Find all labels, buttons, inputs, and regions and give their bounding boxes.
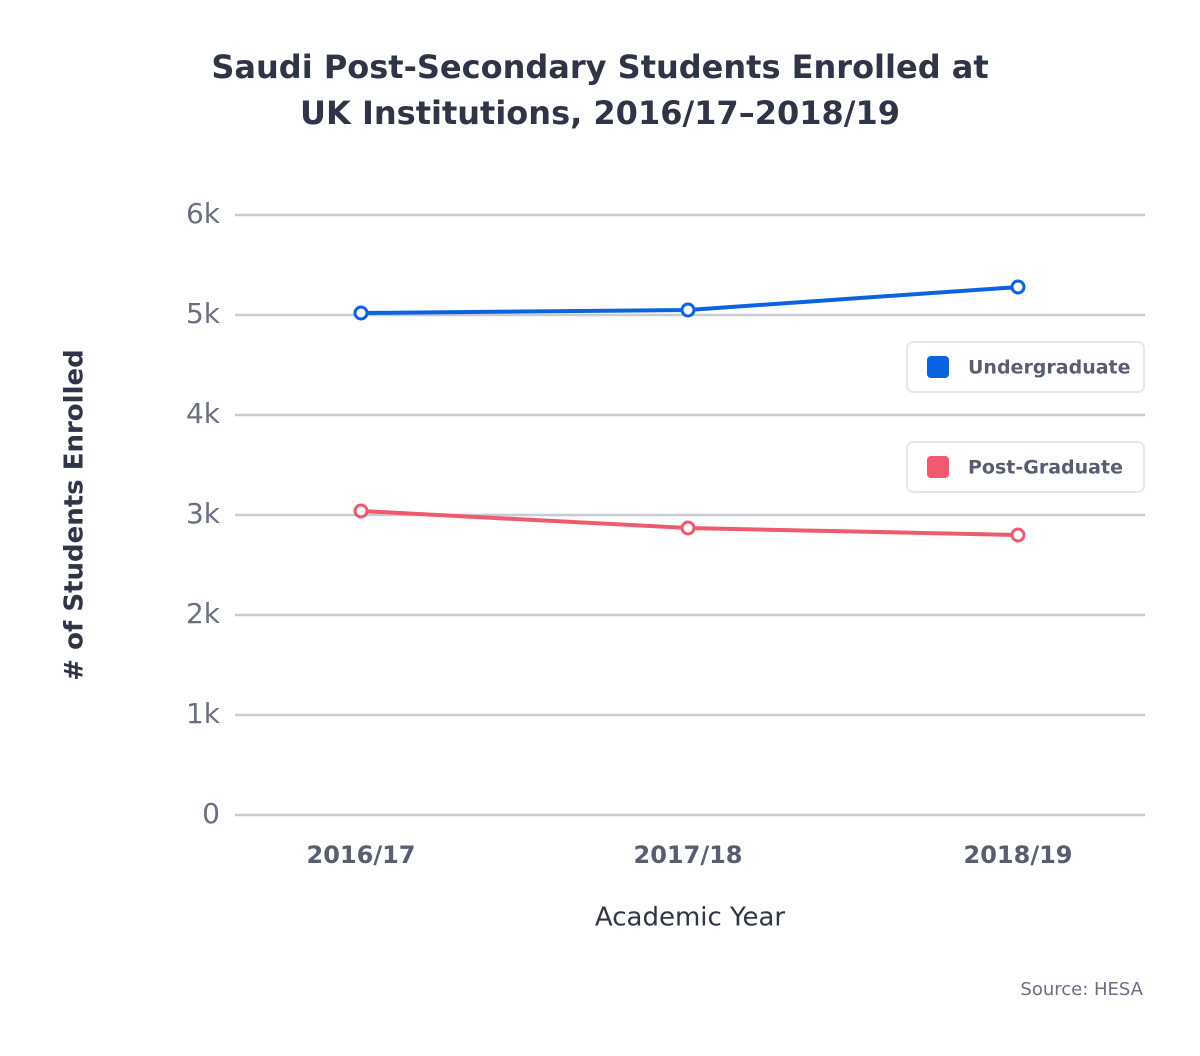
x-tick-label: 2016/17 (307, 841, 416, 869)
legend-swatch (927, 356, 949, 378)
legend-label: Undergraduate (968, 357, 1131, 379)
y-tick-label: 3k (186, 497, 221, 530)
y-tick-label: 1k (186, 697, 221, 730)
legend-box (906, 441, 1145, 493)
x-tick-label: 2018/19 (964, 841, 1073, 869)
chart-title: Saudi Post-Secondary Students Enrolled a… (211, 48, 989, 132)
point (1010, 527, 1026, 543)
y-tick-label: 4k (186, 397, 221, 430)
point (680, 520, 696, 536)
y-tick-label: 2k (186, 597, 221, 630)
y-tick-label: 6k (186, 197, 221, 230)
source: Source: HESA (1020, 979, 1143, 1000)
point (680, 302, 696, 318)
legend-box (906, 341, 1145, 393)
legend-swatch (927, 456, 949, 478)
legend-label: Post-Graduate (968, 457, 1123, 479)
y-axis-label: # of Students Enrolled (60, 349, 90, 680)
point (353, 503, 369, 519)
y-tick-label: 0 (202, 797, 220, 830)
y-tick-label: 5k (186, 297, 221, 330)
point (1010, 279, 1026, 295)
point (353, 305, 369, 321)
x-tick-label: 2017/18 (634, 841, 743, 869)
x-axis-label: Academic Year (595, 903, 786, 933)
